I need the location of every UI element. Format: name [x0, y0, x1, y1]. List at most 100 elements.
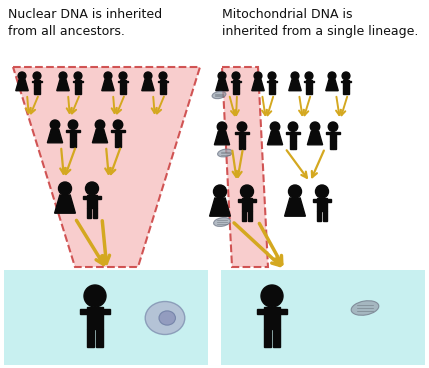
Polygon shape	[73, 139, 76, 146]
Polygon shape	[210, 198, 230, 216]
Polygon shape	[266, 81, 269, 82]
Polygon shape	[76, 130, 80, 132]
Ellipse shape	[145, 301, 185, 335]
Polygon shape	[239, 81, 242, 82]
Polygon shape	[13, 67, 200, 267]
Polygon shape	[96, 329, 103, 347]
Polygon shape	[326, 199, 331, 202]
Polygon shape	[326, 80, 338, 91]
Ellipse shape	[212, 91, 226, 99]
Circle shape	[310, 122, 320, 131]
Circle shape	[85, 182, 99, 195]
Circle shape	[113, 120, 123, 130]
Polygon shape	[103, 309, 110, 314]
Polygon shape	[346, 88, 349, 94]
Polygon shape	[343, 80, 349, 88]
Polygon shape	[248, 211, 251, 222]
Polygon shape	[115, 139, 118, 146]
Polygon shape	[230, 81, 233, 82]
Polygon shape	[118, 139, 121, 146]
Circle shape	[144, 72, 152, 80]
Polygon shape	[83, 196, 88, 199]
Polygon shape	[47, 130, 63, 143]
Circle shape	[305, 72, 313, 80]
Polygon shape	[312, 81, 314, 82]
Polygon shape	[120, 80, 126, 88]
Polygon shape	[242, 211, 246, 222]
Polygon shape	[296, 132, 299, 134]
Circle shape	[218, 72, 226, 80]
Polygon shape	[304, 81, 306, 82]
Polygon shape	[317, 211, 321, 222]
Circle shape	[232, 72, 240, 80]
Polygon shape	[233, 80, 239, 88]
Polygon shape	[309, 88, 312, 94]
Polygon shape	[323, 211, 326, 222]
Circle shape	[261, 285, 283, 307]
Polygon shape	[92, 130, 108, 143]
Polygon shape	[88, 208, 91, 218]
Circle shape	[159, 72, 167, 80]
Circle shape	[315, 185, 329, 198]
Polygon shape	[257, 309, 264, 314]
Polygon shape	[157, 81, 160, 82]
Polygon shape	[290, 131, 296, 141]
Polygon shape	[163, 88, 166, 94]
Polygon shape	[75, 80, 81, 88]
Polygon shape	[275, 81, 278, 82]
Polygon shape	[34, 88, 36, 94]
Polygon shape	[242, 141, 245, 149]
Polygon shape	[216, 80, 228, 91]
Circle shape	[119, 72, 127, 80]
Polygon shape	[166, 81, 169, 82]
Circle shape	[254, 72, 262, 80]
Polygon shape	[329, 131, 336, 141]
Ellipse shape	[351, 301, 379, 315]
Circle shape	[74, 72, 82, 80]
Circle shape	[58, 182, 72, 195]
Polygon shape	[87, 329, 94, 347]
Polygon shape	[214, 131, 230, 145]
Polygon shape	[269, 80, 275, 88]
Polygon shape	[293, 141, 296, 149]
Circle shape	[217, 122, 227, 131]
Polygon shape	[69, 130, 76, 139]
Polygon shape	[252, 80, 264, 91]
Polygon shape	[245, 132, 249, 134]
Circle shape	[50, 120, 60, 130]
Circle shape	[342, 72, 350, 80]
Polygon shape	[80, 309, 87, 314]
Polygon shape	[87, 307, 103, 329]
Polygon shape	[81, 81, 84, 82]
Polygon shape	[239, 131, 245, 141]
Circle shape	[95, 120, 105, 130]
Polygon shape	[290, 141, 293, 149]
Circle shape	[59, 72, 67, 80]
Circle shape	[214, 185, 227, 198]
Circle shape	[237, 122, 247, 131]
Circle shape	[270, 122, 280, 131]
Circle shape	[328, 72, 336, 80]
Polygon shape	[69, 139, 73, 146]
Polygon shape	[272, 88, 275, 94]
Polygon shape	[222, 67, 268, 267]
Polygon shape	[336, 132, 340, 134]
Circle shape	[328, 122, 338, 131]
Polygon shape	[88, 195, 97, 208]
Polygon shape	[333, 141, 336, 149]
Polygon shape	[126, 81, 128, 82]
Ellipse shape	[159, 311, 175, 325]
Circle shape	[291, 72, 299, 80]
Polygon shape	[284, 198, 305, 216]
Polygon shape	[267, 131, 283, 145]
Circle shape	[18, 72, 26, 80]
Polygon shape	[317, 198, 326, 211]
Polygon shape	[121, 130, 125, 132]
Circle shape	[33, 72, 41, 80]
Polygon shape	[221, 270, 425, 365]
Polygon shape	[118, 81, 120, 82]
Polygon shape	[236, 132, 239, 134]
Polygon shape	[75, 88, 78, 94]
Circle shape	[104, 72, 112, 80]
Polygon shape	[142, 80, 154, 91]
